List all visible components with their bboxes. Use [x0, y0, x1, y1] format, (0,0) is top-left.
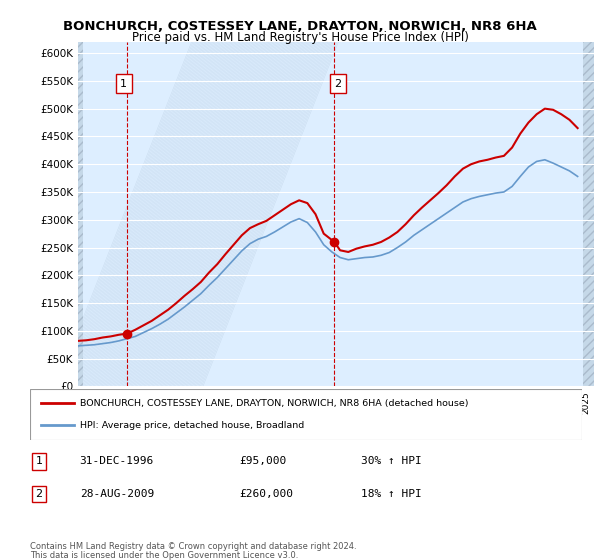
Text: 31-DEC-1996: 31-DEC-1996 — [80, 456, 154, 466]
Text: 18% ↑ HPI: 18% ↑ HPI — [361, 489, 422, 499]
Text: HPI: Average price, detached house, Broadland: HPI: Average price, detached house, Broa… — [80, 421, 304, 430]
Text: 1: 1 — [35, 456, 43, 466]
Text: This data is licensed under the Open Government Licence v3.0.: This data is licensed under the Open Gov… — [30, 551, 298, 560]
Text: BONCHURCH, COSTESSEY LANE, DRAYTON, NORWICH, NR8 6HA: BONCHURCH, COSTESSEY LANE, DRAYTON, NORW… — [63, 20, 537, 32]
Text: 2: 2 — [334, 78, 341, 88]
Text: 2: 2 — [35, 489, 43, 499]
Text: Contains HM Land Registry data © Crown copyright and database right 2024.: Contains HM Land Registry data © Crown c… — [30, 542, 356, 551]
Bar — [583, 42, 594, 386]
Text: Price paid vs. HM Land Registry's House Price Index (HPI): Price paid vs. HM Land Registry's House … — [131, 31, 469, 44]
Text: £95,000: £95,000 — [240, 456, 287, 466]
Bar — [78, 42, 83, 386]
FancyBboxPatch shape — [30, 389, 582, 440]
Text: 28-AUG-2009: 28-AUG-2009 — [80, 489, 154, 499]
Text: 30% ↑ HPI: 30% ↑ HPI — [361, 456, 422, 466]
Text: BONCHURCH, COSTESSEY LANE, DRAYTON, NORWICH, NR8 6HA (detached house): BONCHURCH, COSTESSEY LANE, DRAYTON, NORW… — [80, 399, 468, 408]
Text: 1: 1 — [120, 78, 127, 88]
Text: £260,000: £260,000 — [240, 489, 294, 499]
